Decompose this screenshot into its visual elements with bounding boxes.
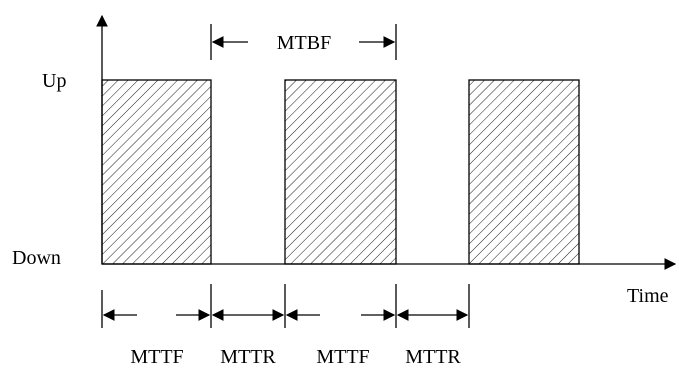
interval-label-mttr: MTTR	[220, 346, 276, 368]
interval-label-mttf: MTTF	[130, 346, 183, 368]
interval-label-mttf: MTTF	[316, 346, 369, 368]
up-period-box	[101, 79, 212, 265]
up-period-box	[284, 79, 397, 265]
up-period-box	[468, 79, 580, 265]
down-label: Down	[12, 247, 61, 269]
time-label: Time	[627, 285, 669, 307]
mtbf-label: MTBF	[277, 32, 331, 54]
interval-label-mttr: MTTR	[405, 346, 461, 368]
up-label: Up	[42, 70, 66, 92]
